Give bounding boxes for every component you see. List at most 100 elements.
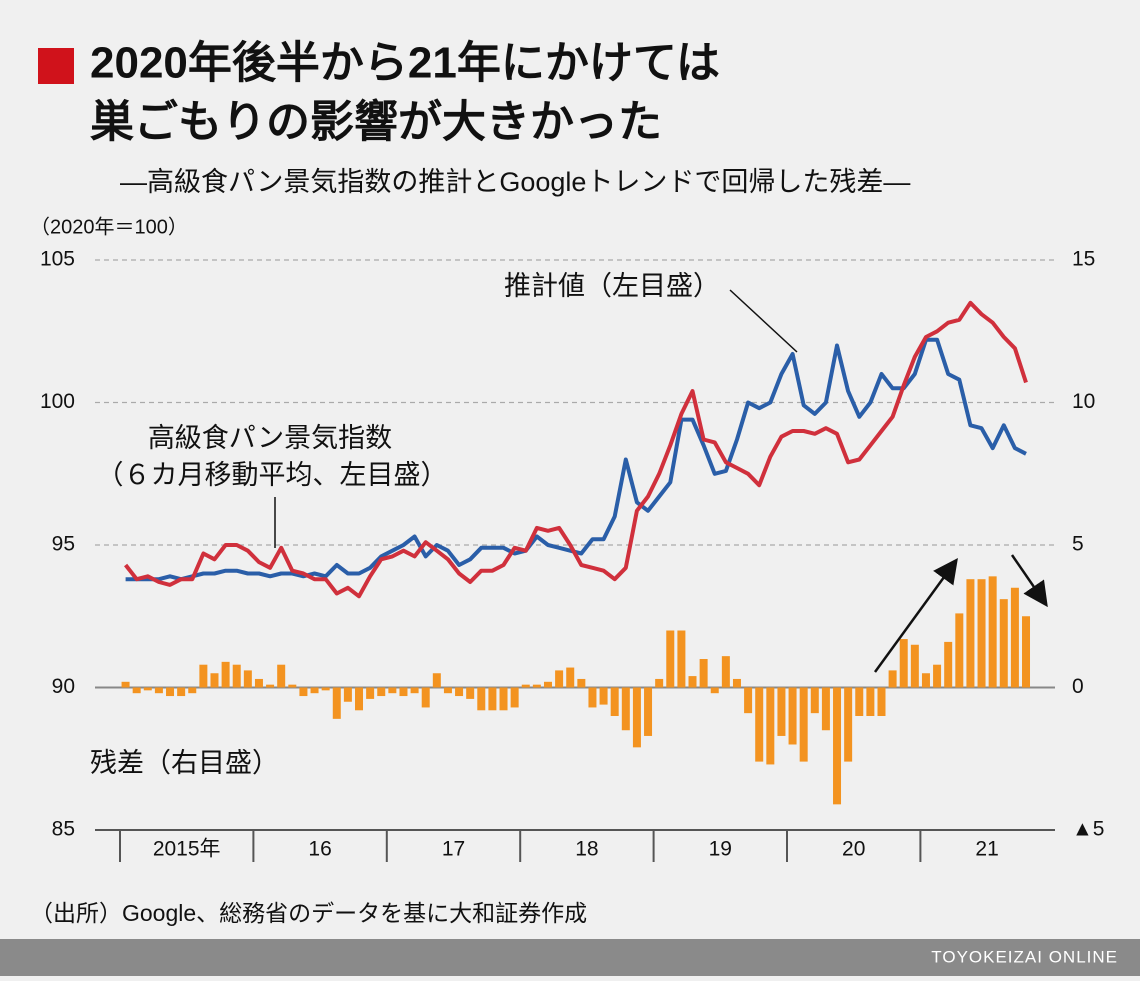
annotation: 高級食パン景気指数 bbox=[148, 423, 392, 453]
annotation: 残差（右目盛） bbox=[90, 748, 279, 778]
credit: TOYOKEIZAI ONLINE bbox=[931, 947, 1118, 966]
bar bbox=[766, 687, 775, 765]
y2-tick-label: 0 bbox=[1072, 675, 1084, 698]
chart-title: 2020年後半から21年にかけては bbox=[90, 39, 720, 88]
bar bbox=[644, 687, 653, 736]
bar bbox=[366, 687, 375, 699]
x-tick-label: 16 bbox=[308, 838, 331, 861]
bar bbox=[277, 664, 286, 688]
bar bbox=[177, 687, 186, 697]
bar bbox=[666, 630, 675, 688]
bar bbox=[577, 678, 586, 688]
bar bbox=[399, 687, 408, 697]
x-tick-label: 2015年 bbox=[153, 838, 221, 861]
bar bbox=[355, 687, 364, 711]
bar bbox=[199, 664, 208, 688]
bar bbox=[788, 687, 797, 745]
bar bbox=[755, 687, 764, 762]
bar bbox=[910, 644, 919, 688]
bar bbox=[921, 673, 930, 688]
bar bbox=[477, 687, 486, 711]
y-unit: （2020年＝100） bbox=[30, 215, 188, 238]
bar bbox=[1022, 616, 1031, 688]
bar bbox=[610, 687, 619, 716]
y-tick-label: 100 bbox=[40, 390, 75, 413]
bar bbox=[443, 687, 452, 694]
bar bbox=[499, 687, 508, 711]
bar bbox=[977, 579, 986, 688]
y-tick-label: 85 bbox=[52, 818, 75, 841]
bar bbox=[732, 678, 741, 688]
annotation: （６カ月移動平均、左目盛） bbox=[97, 460, 448, 490]
x-tick-label: 20 bbox=[842, 838, 865, 861]
bar bbox=[899, 639, 908, 688]
bar bbox=[555, 670, 564, 688]
bar bbox=[710, 687, 719, 694]
bar bbox=[621, 687, 630, 731]
bar bbox=[677, 630, 686, 688]
bar bbox=[599, 687, 608, 705]
y-tick-label: 105 bbox=[40, 248, 75, 271]
bar bbox=[632, 687, 641, 748]
bar bbox=[121, 681, 130, 688]
bar bbox=[132, 687, 141, 694]
chart-subtitle: ―高級食パン景気指数の推計とGoogleトレンドで回帰した残差― bbox=[120, 167, 910, 197]
bar bbox=[855, 687, 864, 716]
y2-tick-label: 5 bbox=[1072, 533, 1084, 556]
bar bbox=[388, 687, 397, 694]
bar bbox=[221, 661, 230, 688]
y-tick-label: 90 bbox=[52, 675, 75, 698]
line bbox=[124, 300, 1028, 599]
bar bbox=[510, 687, 519, 708]
bar bbox=[721, 656, 730, 688]
bar bbox=[288, 684, 297, 688]
x-tick-label: 17 bbox=[442, 838, 465, 861]
bar bbox=[410, 687, 419, 694]
bar bbox=[466, 687, 475, 699]
bar bbox=[532, 684, 541, 688]
bar bbox=[521, 684, 530, 688]
bar bbox=[266, 684, 275, 688]
bar bbox=[699, 659, 708, 688]
bar bbox=[143, 687, 152, 691]
bar bbox=[966, 579, 975, 688]
bar bbox=[377, 687, 386, 697]
y-tick-label: 95 bbox=[52, 533, 75, 556]
bar bbox=[588, 687, 597, 708]
bar bbox=[299, 687, 308, 697]
bar bbox=[844, 687, 853, 762]
bar bbox=[999, 599, 1008, 688]
bar bbox=[866, 687, 875, 716]
bar bbox=[799, 687, 808, 762]
annotation: 推計値（左目盛） bbox=[504, 271, 720, 301]
trend-arrow bbox=[873, 557, 958, 673]
bar bbox=[310, 687, 319, 694]
y2-tick-label: ▲5 bbox=[1072, 818, 1104, 841]
x-tick-label: 18 bbox=[575, 838, 598, 861]
bar bbox=[254, 678, 263, 688]
bar bbox=[343, 687, 352, 702]
bar bbox=[688, 676, 697, 688]
bar bbox=[421, 687, 430, 708]
bar bbox=[655, 678, 664, 688]
callout-line bbox=[729, 289, 798, 353]
bar bbox=[833, 687, 842, 805]
bar bbox=[166, 687, 175, 697]
bar bbox=[210, 673, 219, 688]
trend-arrow bbox=[1010, 554, 1048, 608]
bar bbox=[566, 667, 575, 688]
y2-tick-label: 10 bbox=[1072, 390, 1095, 413]
bar bbox=[744, 687, 753, 714]
bar bbox=[432, 673, 441, 688]
bar bbox=[243, 670, 252, 688]
title-marker bbox=[38, 48, 74, 84]
bar bbox=[332, 687, 341, 719]
bar bbox=[955, 613, 964, 688]
y2-tick-label: 15 bbox=[1072, 248, 1095, 271]
bar bbox=[188, 687, 197, 694]
bar bbox=[777, 687, 786, 736]
bar bbox=[988, 576, 997, 688]
x-tick-label: 21 bbox=[975, 838, 998, 861]
